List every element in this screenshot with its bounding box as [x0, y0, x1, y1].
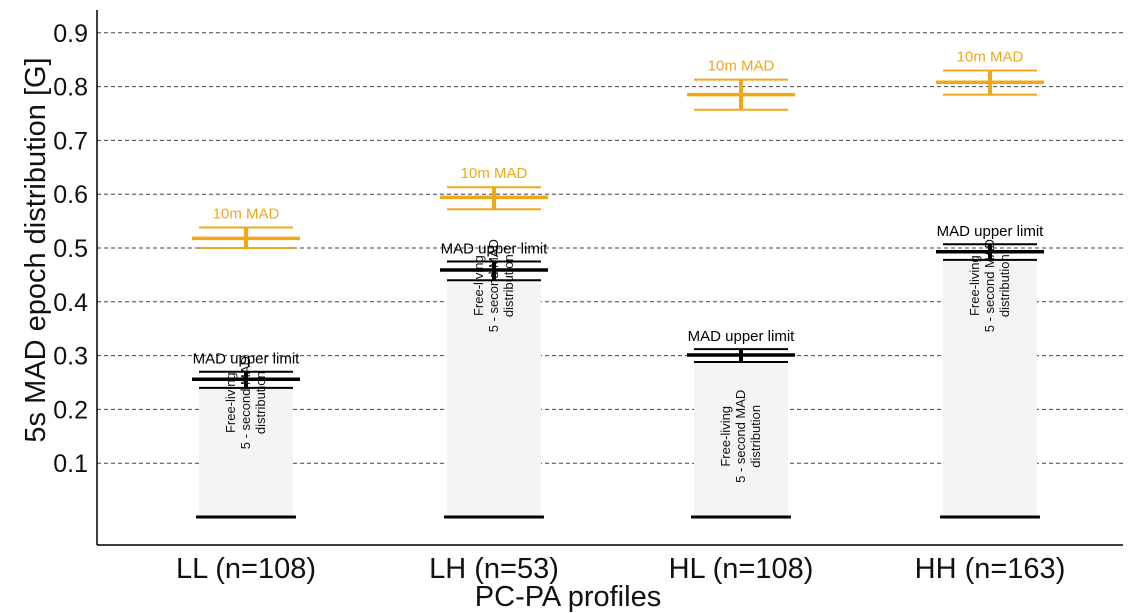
y-tick-label: 0.4: [53, 289, 88, 317]
x-axis-title: PC-PA profiles: [475, 581, 661, 613]
x-tick-label: LH (n=53): [429, 553, 559, 585]
chart-marks: Free-living 5 - second MAD distributionMAD…: [192, 48, 1045, 519]
distribution-label-line: distribution: [997, 254, 1012, 317]
distribution-box: [199, 387, 293, 517]
distribution-label-line: 5 - second MAD: [982, 239, 997, 332]
mad-upper-limit-label: MAD upper limit: [441, 240, 549, 257]
x-tick-label: LL (n=108): [176, 553, 316, 585]
distribution-label-line: Free-living: [718, 406, 733, 467]
distribution-label-line: Free-living: [471, 255, 486, 316]
distribution-label-line: 5 - second MAD: [733, 390, 748, 483]
axes: [96, 10, 1123, 546]
y-tick-label: 0.3: [53, 343, 88, 371]
ten-min-mad-label: 10m MAD: [708, 58, 775, 75]
x-tick-label: HL (n=108): [669, 553, 814, 585]
distribution-label-line: Free-living: [967, 255, 982, 316]
distribution-label: Free-living 5 - second MAD distribution: [967, 239, 1012, 332]
y-tick-label: 0.7: [53, 127, 88, 155]
distribution-label-line: distribution: [748, 405, 763, 468]
ten-min-mad-label: 10m MAD: [461, 165, 528, 182]
distribution-label-line: Free-living: [223, 372, 238, 433]
distribution-box: [694, 362, 788, 517]
mad-upper-limit-label: MAD upper limit: [688, 328, 796, 345]
distribution-label: Free-living 5 - second MAD distribution: [718, 390, 763, 483]
x-tick-label: HH (n=163): [915, 553, 1066, 585]
distribution-box: [447, 280, 541, 517]
y-axis-title: 5s MAD epoch distribution [G]: [20, 57, 52, 442]
y-tick-label: 0.1: [53, 450, 88, 478]
ten-min-mad-label: 10m MAD: [957, 48, 1024, 65]
y-tick-label: 0.5: [53, 235, 88, 263]
y-tick-label: 0.6: [53, 181, 88, 209]
distribution-boxes: [199, 259, 1037, 517]
x-tick-labels: LL (n=108) LH (n=53) HL (n=108) HH (n=163): [176, 553, 1065, 585]
y-tick-label: 0.2: [53, 396, 88, 424]
distribution-label-line: distribution: [501, 254, 516, 317]
mad-upper-limit-label: MAD upper limit: [193, 351, 301, 368]
mad-upper-limit-label: MAD upper limit: [937, 223, 1045, 240]
y-tick-label: 0.9: [53, 20, 88, 48]
distribution-label-line: 5 - second MAD: [238, 356, 253, 449]
y-tick-label: 0.8: [53, 74, 88, 102]
y-tick-labels: 0.1 0.2 0.3 0.4 0.5 0.6 0.7 0.8 0.9: [53, 20, 88, 478]
distribution-box: [943, 259, 1037, 517]
ten-min-mad-label: 10m MAD: [213, 206, 280, 223]
